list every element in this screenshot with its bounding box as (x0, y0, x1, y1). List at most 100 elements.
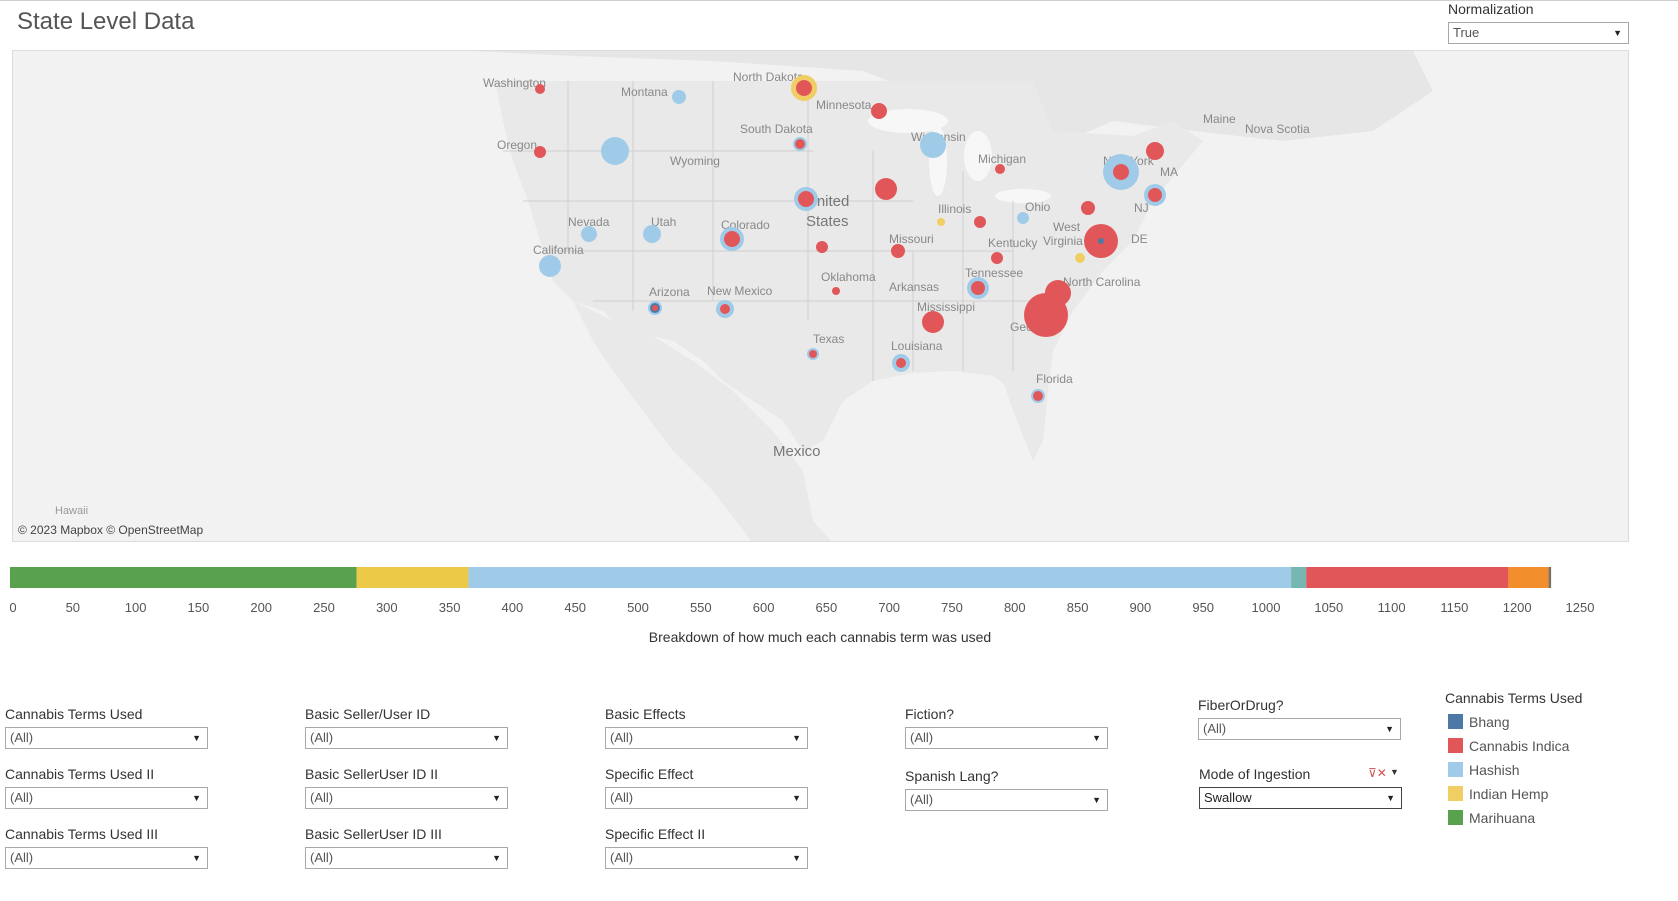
marker-oregon[interactable] (534, 146, 546, 158)
bar-segment-hashish[interactable] (468, 567, 1292, 588)
normalization-dropdown[interactable]: True ▼ (1448, 22, 1629, 44)
map-label: NJ (1134, 201, 1149, 215)
map-attribution[interactable]: © 2023 Mapbox © OpenStreetMap (18, 523, 204, 537)
fiction-dropdown[interactable]: (All) ▼ (905, 727, 1108, 749)
map-label: California (533, 243, 584, 257)
marker-north-dakota-inner[interactable] (796, 80, 812, 96)
legend-item-marihuana[interactable]: Marihuana (1448, 810, 1535, 826)
chevron-down-icon: ▼ (1386, 793, 1395, 803)
marker-ohio[interactable] (1017, 212, 1029, 224)
marker-texas-inner[interactable] (809, 350, 817, 358)
bar-segment-unlabeled-grey[interactable] (1548, 567, 1552, 588)
specific-effect-ii-dropdown[interactable]: (All) ▼ (605, 847, 808, 869)
marker-washington[interactable] (535, 84, 545, 94)
spanish-lang-dropdown[interactable]: (All) ▼ (905, 789, 1108, 811)
marker-tennessee-inner[interactable] (971, 281, 985, 295)
marker-kentucky[interactable] (991, 252, 1003, 264)
chevron-down-icon: ▼ (1092, 795, 1101, 805)
marker-new-york-inner[interactable] (1113, 164, 1129, 180)
dropdown-value: (All) (10, 790, 34, 805)
marker-virginia-bhang[interactable] (1098, 238, 1104, 244)
marker-nj-inner[interactable] (1148, 188, 1162, 202)
legend-item-hashish[interactable]: Hashish (1448, 762, 1520, 778)
map-label: Oklahoma (821, 270, 876, 284)
marker-new-mexico-inner[interactable] (720, 304, 730, 314)
normalization-value: True (1453, 25, 1480, 40)
clear-filter-icon[interactable]: ⊽✕ (1368, 766, 1387, 780)
filter-menu-icon[interactable]: ▼ (1390, 767, 1399, 777)
breakdown-bar-svg (10, 567, 1552, 588)
marker-south-dakota-inner[interactable] (795, 139, 805, 149)
marker-oklahoma[interactable] (832, 287, 840, 295)
map-markers[interactable] (534, 75, 1166, 403)
breakdown-caption: Breakdown of how much each cannabis term… (648, 629, 992, 645)
basic-selleruser-id-iii-dropdown[interactable]: (All) ▼ (305, 847, 508, 869)
bar-segment-unlabeled-teal[interactable] (1291, 567, 1307, 588)
map-label: Michigan (978, 152, 1026, 166)
marker-arizona-red[interactable] (652, 305, 658, 311)
basic-effects-dropdown[interactable]: (All) ▼ (605, 727, 808, 749)
marker-kansas[interactable] (816, 241, 828, 253)
bar-segment-marihuana[interactable] (10, 567, 357, 588)
marker-iowa[interactable] (875, 178, 897, 200)
map-label: North Dakota (733, 70, 804, 84)
axis-tick-label: 850 (1066, 600, 1089, 615)
fiber-or-drug-dropdown[interactable]: (All) ▼ (1198, 718, 1401, 740)
bar-segment-indian-hemp[interactable] (356, 567, 469, 588)
bar-segment-cannabis-indica[interactable] (1306, 567, 1509, 588)
filter-label: Cannabis Terms Used II (5, 766, 155, 782)
dropdown-value: (All) (310, 730, 334, 745)
filter-label: FiberOrDrug? (1198, 697, 1284, 713)
marker-colorado-inner[interactable] (724, 231, 740, 247)
specific-effect-dropdown[interactable]: (All) ▼ (605, 787, 808, 809)
marker-ma[interactable] (1146, 142, 1164, 160)
breakdown-bar[interactable] (10, 567, 1580, 588)
state-map[interactable]: Washington Montana North Dakota Minnesot… (12, 50, 1629, 542)
marker-michigan[interactable] (995, 164, 1005, 174)
marker-california[interactable] (539, 255, 561, 277)
marker-nebraska-inner[interactable] (798, 191, 814, 207)
mode-of-ingestion-dropdown[interactable]: Swallow ▼ (1199, 787, 1402, 809)
cannabis-terms-used-dropdown[interactable]: (All) ▼ (5, 727, 208, 749)
basic-selleruser-id-ii-dropdown[interactable]: (All) ▼ (305, 787, 508, 809)
bar-segment-unlabeled-orange[interactable] (1508, 567, 1549, 588)
marker-louisiana-inner[interactable] (896, 358, 906, 368)
map-label: Minnesota (816, 98, 872, 112)
legend-item-bhang[interactable]: Bhang (1448, 714, 1509, 730)
axis-tick-label: 700 (878, 600, 901, 615)
marker-wisconsin[interactable] (920, 132, 946, 158)
marker-mississippi[interactable] (922, 311, 944, 333)
marker-idaho[interactable] (601, 137, 629, 165)
basic-seller-user-id-dropdown[interactable]: (All) ▼ (305, 727, 508, 749)
marker-montana[interactable] (672, 90, 686, 104)
map-label: Montana (621, 85, 668, 99)
filter-label: Fiction? (905, 706, 955, 722)
marker-pennsylvania[interactable] (1081, 201, 1095, 215)
map-label: Texas (813, 332, 844, 346)
marker-florida-inner[interactable] (1033, 391, 1043, 401)
cannabis-terms-used-iii-dropdown[interactable]: (All) ▼ (5, 847, 208, 869)
marker-west-virginia-yellow[interactable] (1075, 253, 1085, 263)
axis-tick-label: 750 (941, 600, 963, 615)
legend-label: Hashish (1469, 762, 1520, 778)
map-label: Mexico (773, 443, 821, 460)
marker-nevada[interactable] (581, 226, 597, 242)
marker-minnesota[interactable] (871, 103, 887, 119)
marker-missouri[interactable] (891, 244, 905, 258)
marker-south-carolina[interactable] (1024, 293, 1068, 337)
marker-illinois[interactable] (937, 218, 945, 226)
filter-label: Basic SellerUser ID III (305, 826, 442, 842)
legend-item-indian-hemp[interactable]: Indian Hemp (1448, 786, 1548, 802)
axis-tick-label: 800 (1003, 600, 1026, 615)
legend-title: Cannabis Terms Used (1445, 690, 1583, 706)
marker-utah[interactable] (643, 225, 661, 243)
land-florida (1003, 381, 1043, 461)
dropdown-value: (All) (610, 730, 634, 745)
legend-item-cannabis-indica[interactable]: Cannabis Indica (1448, 738, 1569, 754)
filter-label: Spanish Lang? (905, 768, 999, 784)
map-label: MA (1160, 165, 1178, 179)
land-usa (495, 81, 1203, 451)
cannabis-terms-used-ii-dropdown[interactable]: (All) ▼ (5, 787, 208, 809)
marker-indiana[interactable] (974, 216, 986, 228)
chevron-down-icon: ▼ (792, 733, 801, 743)
